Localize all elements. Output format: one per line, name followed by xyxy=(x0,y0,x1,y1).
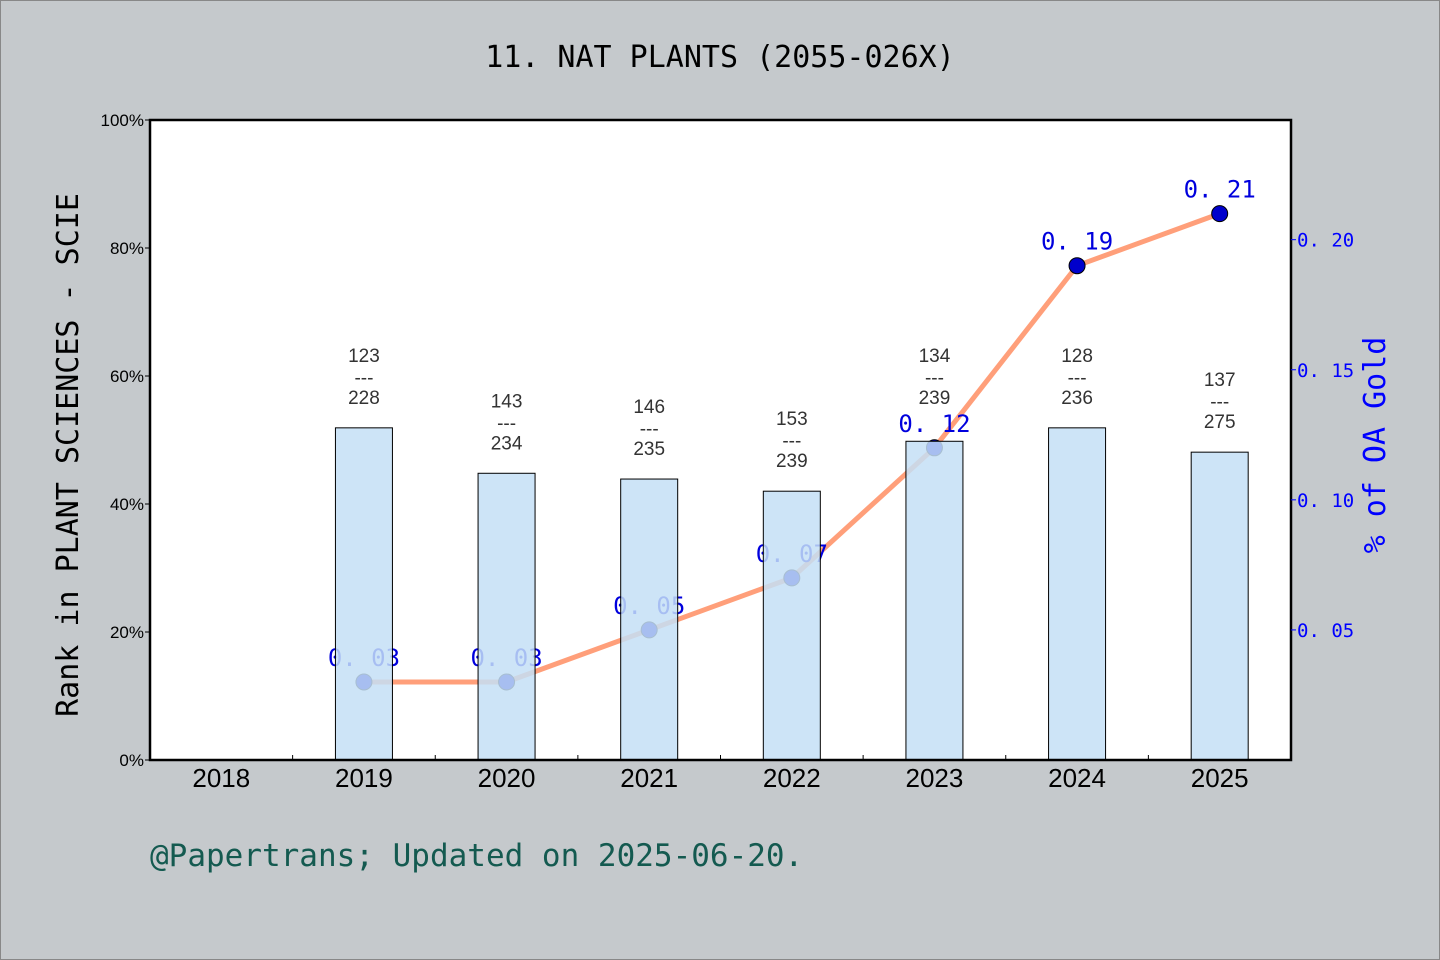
x-tick-label: 2018 xyxy=(192,763,250,793)
rank-total: 239 xyxy=(776,451,808,472)
rank-bar xyxy=(477,472,536,761)
rank-total: 239 xyxy=(919,388,951,409)
y-axis-right-label: % of OA Gold xyxy=(1358,337,1393,554)
x-tick-label: 2021 xyxy=(620,763,678,793)
rank-value: 153 xyxy=(776,409,808,430)
rank-total: 236 xyxy=(1061,388,1093,409)
x-tick-label: 2022 xyxy=(763,763,821,793)
rank-bar xyxy=(1190,451,1249,761)
x-tick-label: 2023 xyxy=(906,763,964,793)
rank-separator: --- xyxy=(925,368,944,389)
y-tick-label: 80% xyxy=(110,239,144,258)
oa-gold-point xyxy=(1068,257,1086,275)
rank-bar xyxy=(334,427,393,761)
y-right-tick-label: 0. 05 xyxy=(1297,620,1354,642)
y-tick-label: 60% xyxy=(110,367,144,386)
rank-separator: --- xyxy=(1068,368,1087,389)
rank-bar xyxy=(620,478,679,761)
rank-separator: --- xyxy=(782,431,801,452)
rank-separator: --- xyxy=(1210,392,1229,413)
y-right-tick-label: 0. 15 xyxy=(1297,360,1354,382)
y-tick-label: 0% xyxy=(119,751,144,770)
rank-separator: --- xyxy=(497,413,516,434)
rank-value: 146 xyxy=(633,397,665,418)
rank-separator: --- xyxy=(354,368,373,389)
oa-gold-label: 0. 12 xyxy=(898,410,970,438)
x-tick-label: 2020 xyxy=(478,763,536,793)
footer-credit: @Papertrans; Updated on 2025-06-20. xyxy=(150,838,803,874)
rank-separator: --- xyxy=(640,419,659,440)
y-right-tick-label: 0. 10 xyxy=(1297,490,1354,512)
rank-value: 128 xyxy=(1061,346,1093,367)
oa-gold-label: 0. 21 xyxy=(1184,176,1256,204)
x-tick-label: 2025 xyxy=(1191,763,1249,793)
rank-total: 235 xyxy=(633,439,665,460)
rank-value: 134 xyxy=(919,346,951,367)
y-tick-label: 40% xyxy=(110,495,144,514)
y-tick-label: 20% xyxy=(110,623,144,642)
rank-value: 123 xyxy=(348,346,380,367)
rank-value: 143 xyxy=(491,391,523,412)
rank-total: 275 xyxy=(1204,412,1236,433)
chart-title: 11. NAT PLANTS (2055-026X) xyxy=(485,40,955,75)
y-right-tick-label: 0. 20 xyxy=(1297,230,1354,252)
oa-gold-point xyxy=(1211,205,1229,223)
rank-value: 137 xyxy=(1204,370,1236,391)
rank-bar xyxy=(905,440,964,761)
rank-bar xyxy=(762,490,821,761)
rank-bar xyxy=(1048,427,1107,761)
rank-total: 234 xyxy=(491,433,523,454)
x-tick-label: 2019 xyxy=(335,763,393,793)
x-tick-label: 2024 xyxy=(1048,763,1106,793)
oa-gold-label: 0. 19 xyxy=(1041,228,1113,256)
y-axis-label: Rank in PLANT SCIENCES - SCIE xyxy=(51,193,86,717)
rank-total: 228 xyxy=(348,388,380,409)
plot-area xyxy=(150,120,1291,760)
y-tick-label: 100% xyxy=(101,111,144,130)
